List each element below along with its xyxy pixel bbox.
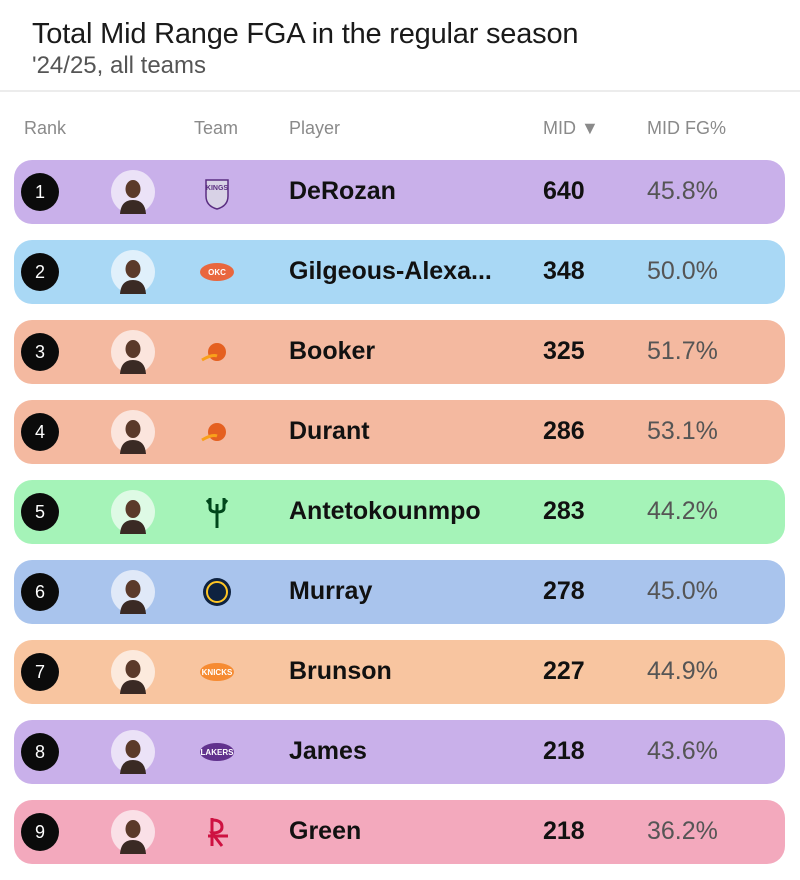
- mid-attempts: 218: [543, 817, 585, 845]
- page-title: Total Mid Range FGA in the regular seaso…: [32, 18, 579, 50]
- leaderboard-row[interactable]: 9 Green 218 36.2%: [14, 800, 785, 864]
- rank-badge: 6: [21, 573, 59, 611]
- mid-fg-percent: 44.9%: [647, 657, 718, 685]
- lakers-logo-icon: LAKERS: [198, 734, 236, 770]
- leaderboard-row[interactable]: 7 KNICKS Brunson 227 44.9%: [14, 640, 785, 704]
- column-header-mid-fg[interactable]: MID FG%: [647, 118, 726, 138]
- suns-logo-icon: [198, 414, 236, 450]
- player-avatar: [111, 170, 155, 214]
- mid-attempts: 348: [543, 257, 585, 285]
- player-avatar: [111, 810, 155, 854]
- leaderboard-row[interactable]: 4 Durant 286 53.1%: [14, 400, 785, 464]
- rank-badge: 5: [21, 493, 59, 531]
- mid-fg-percent: 51.7%: [647, 337, 718, 365]
- bucks-logo-icon: [198, 494, 236, 530]
- leaderboard-row[interactable]: 5 Antetokounmpo 283 44.2%: [14, 480, 785, 544]
- thunder-logo-icon: OKC: [198, 254, 236, 290]
- player-avatar: [111, 650, 155, 694]
- player-name: James: [289, 737, 367, 765]
- mid-attempts: 218: [543, 737, 585, 765]
- mid-fg-percent: 44.2%: [647, 497, 718, 525]
- rank-badge: 3: [21, 333, 59, 371]
- player-name: Green: [289, 817, 362, 845]
- leaderboard-row[interactable]: 6 Murray 278 45.0%: [14, 560, 785, 624]
- leaderboard-row[interactable]: 2 OKC Gilgeous-Alexa... 348 50.0%: [14, 240, 785, 304]
- mid-attempts: 227: [543, 657, 585, 685]
- svg-text:LAKERS: LAKERS: [201, 748, 235, 757]
- player-name: Antetokounmpo: [289, 497, 481, 525]
- column-header-rank[interactable]: Rank: [24, 118, 67, 138]
- mid-attempts: 325: [543, 337, 585, 365]
- player-avatar: [111, 250, 155, 294]
- rank-badge: 4: [21, 413, 59, 451]
- rank-badge: 7: [21, 653, 59, 691]
- header-divider: [0, 90, 800, 92]
- player-avatar: [111, 570, 155, 614]
- leaderboard-row[interactable]: 1 KINGS DeRozan 640 45.8%: [14, 160, 785, 224]
- nuggets-logo-icon: [198, 574, 236, 610]
- svg-text:KNICKS: KNICKS: [202, 668, 233, 677]
- kings-logo-icon: KINGS: [198, 174, 236, 210]
- mid-fg-percent: 45.0%: [647, 577, 718, 605]
- column-header-player[interactable]: Player: [289, 118, 341, 138]
- svg-text:KINGS: KINGS: [206, 185, 229, 192]
- player-avatar: [111, 730, 155, 774]
- rank-badge: 1: [21, 173, 59, 211]
- rank-badge: 8: [21, 733, 59, 771]
- player-name: DeRozan: [289, 177, 396, 205]
- player-name: Gilgeous-Alexa...: [289, 257, 492, 285]
- mid-fg-percent: 36.2%: [647, 817, 718, 845]
- mid-attempts: 278: [543, 577, 585, 605]
- mid-fg-percent: 50.0%: [647, 257, 718, 285]
- suns-logo-icon: [198, 334, 236, 370]
- column-header-mid-sorted[interactable]: MID ▼: [543, 118, 599, 138]
- player-avatar: [111, 330, 155, 374]
- page-subtitle: '24/25, all teams: [32, 52, 207, 79]
- mid-fg-percent: 43.6%: [647, 737, 718, 765]
- mid-fg-percent: 45.8%: [647, 177, 718, 205]
- column-header-team[interactable]: Team: [194, 118, 239, 138]
- rank-badge: 9: [21, 813, 59, 851]
- leaderboard-row[interactable]: 8 LAKERS James 218 43.6%: [14, 720, 785, 784]
- player-name: Murray: [289, 577, 373, 605]
- header: Total Mid Range FGA in the regular seaso…: [32, 16, 579, 80]
- player-avatar: [111, 410, 155, 454]
- leaderboard-row[interactable]: 3 Booker 325 51.7%: [14, 320, 785, 384]
- player-name: Brunson: [289, 657, 392, 685]
- rank-badge: 2: [21, 253, 59, 291]
- mid-attempts: 286: [543, 417, 585, 445]
- svg-text:OKC: OKC: [208, 268, 226, 277]
- knicks-logo-icon: KNICKS: [198, 654, 236, 690]
- player-name: Booker: [289, 337, 376, 365]
- mid-attempts: 640: [543, 177, 585, 205]
- mid-fg-percent: 53.1%: [647, 417, 718, 445]
- player-avatar: [111, 490, 155, 534]
- mid-attempts: 283: [543, 497, 585, 525]
- rockets-logo-icon: [198, 814, 236, 850]
- leaderboard-list: 1 KINGS DeRozan 640 45.8% 2 OKC Gilgeous-Alexa.…: [14, 160, 785, 880]
- player-name: Durant: [289, 417, 370, 445]
